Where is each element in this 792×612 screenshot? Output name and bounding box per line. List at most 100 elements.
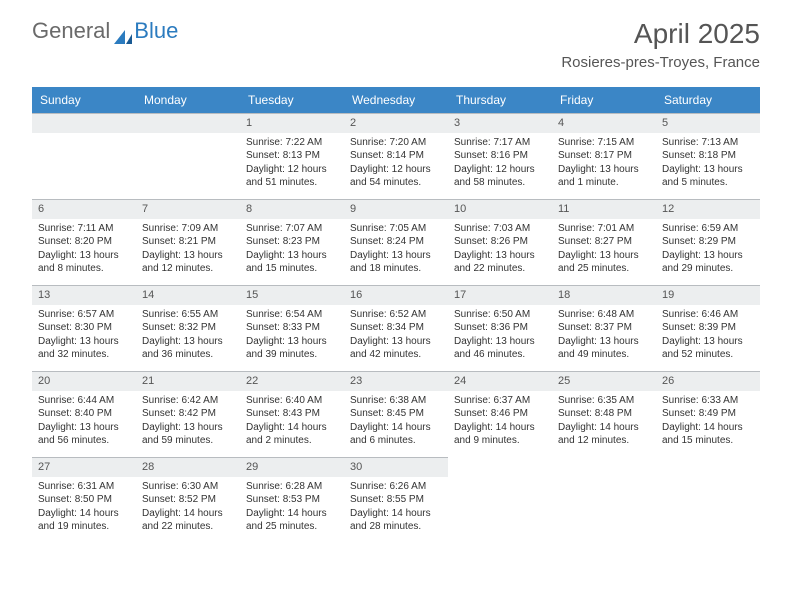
day-number: 16 — [344, 285, 448, 305]
sunrise-line: Sunrise: 7:09 AM — [142, 222, 234, 236]
day-cell: 13Sunrise: 6:57 AMSunset: 8:30 PMDayligh… — [32, 285, 136, 371]
logo-text-1: General — [32, 18, 110, 44]
sunset-line: Sunset: 8:43 PM — [246, 407, 338, 421]
daylight-line: Daylight: 13 hours and 59 minutes. — [142, 421, 234, 448]
sunset-line: Sunset: 8:53 PM — [246, 493, 338, 507]
day-body: Sunrise: 6:54 AMSunset: 8:33 PMDaylight:… — [240, 305, 344, 366]
day-cell: 27Sunrise: 6:31 AMSunset: 8:50 PMDayligh… — [32, 457, 136, 543]
title-block: April 2025 Rosieres-pres-Troyes, France — [561, 18, 760, 71]
month-title: April 2025 — [561, 18, 760, 50]
sunrise-line: Sunrise: 6:59 AM — [662, 222, 754, 236]
day-number: 3 — [448, 113, 552, 133]
day-cell: 18Sunrise: 6:48 AMSunset: 8:37 PMDayligh… — [552, 285, 656, 371]
header: General Blue April 2025 Rosieres-pres-Tr… — [0, 0, 792, 79]
day-number: 14 — [136, 285, 240, 305]
day-number: 27 — [32, 457, 136, 477]
day-cell: 4Sunrise: 7:15 AMSunset: 8:17 PMDaylight… — [552, 113, 656, 199]
daylight-line: Daylight: 12 hours and 51 minutes. — [246, 163, 338, 190]
empty-cell — [32, 113, 136, 199]
sunrise-line: Sunrise: 7:17 AM — [454, 136, 546, 150]
day-body: Sunrise: 7:13 AMSunset: 8:18 PMDaylight:… — [656, 133, 760, 194]
sunset-line: Sunset: 8:46 PM — [454, 407, 546, 421]
day-number: 22 — [240, 371, 344, 391]
day-body: Sunrise: 6:38 AMSunset: 8:45 PMDaylight:… — [344, 391, 448, 452]
logo: General Blue — [32, 18, 178, 44]
sunrise-line: Sunrise: 6:26 AM — [350, 480, 442, 494]
sunset-line: Sunset: 8:18 PM — [662, 149, 754, 163]
day-body: Sunrise: 6:46 AMSunset: 8:39 PMDaylight:… — [656, 305, 760, 366]
sunset-line: Sunset: 8:27 PM — [558, 235, 650, 249]
day-cell: 28Sunrise: 6:30 AMSunset: 8:52 PMDayligh… — [136, 457, 240, 543]
daylight-line: Daylight: 14 hours and 28 minutes. — [350, 507, 442, 534]
day-body: Sunrise: 7:09 AMSunset: 8:21 PMDaylight:… — [136, 219, 240, 280]
sunrise-line: Sunrise: 7:11 AM — [38, 222, 130, 236]
day-cell: 8Sunrise: 7:07 AMSunset: 8:23 PMDaylight… — [240, 199, 344, 285]
day-cell: 22Sunrise: 6:40 AMSunset: 8:43 PMDayligh… — [240, 371, 344, 457]
calendar-body: 1Sunrise: 7:22 AMSunset: 8:13 PMDaylight… — [32, 113, 760, 543]
daylight-line: Daylight: 13 hours and 52 minutes. — [662, 335, 754, 362]
sunset-line: Sunset: 8:23 PM — [246, 235, 338, 249]
day-cell: 1Sunrise: 7:22 AMSunset: 8:13 PMDaylight… — [240, 113, 344, 199]
daylight-line: Daylight: 13 hours and 25 minutes. — [558, 249, 650, 276]
sunrise-line: Sunrise: 7:07 AM — [246, 222, 338, 236]
day-cell: 24Sunrise: 6:37 AMSunset: 8:46 PMDayligh… — [448, 371, 552, 457]
weekday-row: SundayMondayTuesdayWednesdayThursdayFrid… — [32, 87, 760, 113]
daylight-line: Daylight: 14 hours and 9 minutes. — [454, 421, 546, 448]
sunrise-line: Sunrise: 6:33 AM — [662, 394, 754, 408]
day-number: 13 — [32, 285, 136, 305]
sunrise-line: Sunrise: 6:40 AM — [246, 394, 338, 408]
day-number: 18 — [552, 285, 656, 305]
daylight-line: Daylight: 13 hours and 36 minutes. — [142, 335, 234, 362]
empty-cell — [136, 113, 240, 199]
sunset-line: Sunset: 8:37 PM — [558, 321, 650, 335]
sunset-line: Sunset: 8:52 PM — [142, 493, 234, 507]
calendar-row: 13Sunrise: 6:57 AMSunset: 8:30 PMDayligh… — [32, 285, 760, 371]
day-body: Sunrise: 6:35 AMSunset: 8:48 PMDaylight:… — [552, 391, 656, 452]
daylight-line: Daylight: 13 hours and 39 minutes. — [246, 335, 338, 362]
daylight-line: Daylight: 13 hours and 32 minutes. — [38, 335, 130, 362]
day-number: 4 — [552, 113, 656, 133]
sunset-line: Sunset: 8:16 PM — [454, 149, 546, 163]
sunrise-line: Sunrise: 6:44 AM — [38, 394, 130, 408]
weekday-header: Friday — [552, 87, 656, 113]
day-number: 7 — [136, 199, 240, 219]
logo-text-2: Blue — [134, 18, 178, 44]
day-body: Sunrise: 7:15 AMSunset: 8:17 PMDaylight:… — [552, 133, 656, 194]
sunrise-line: Sunrise: 7:20 AM — [350, 136, 442, 150]
day-body: Sunrise: 6:42 AMSunset: 8:42 PMDaylight:… — [136, 391, 240, 452]
day-cell: 12Sunrise: 6:59 AMSunset: 8:29 PMDayligh… — [656, 199, 760, 285]
sunrise-line: Sunrise: 6:38 AM — [350, 394, 442, 408]
day-cell: 30Sunrise: 6:26 AMSunset: 8:55 PMDayligh… — [344, 457, 448, 543]
day-body: Sunrise: 6:57 AMSunset: 8:30 PMDaylight:… — [32, 305, 136, 366]
day-number: 28 — [136, 457, 240, 477]
weekday-header: Monday — [136, 87, 240, 113]
sunset-line: Sunset: 8:36 PM — [454, 321, 546, 335]
sunrise-line: Sunrise: 6:55 AM — [142, 308, 234, 322]
daylight-line: Daylight: 13 hours and 12 minutes. — [142, 249, 234, 276]
sunset-line: Sunset: 8:34 PM — [350, 321, 442, 335]
daylight-line: Daylight: 14 hours and 15 minutes. — [662, 421, 754, 448]
day-cell: 23Sunrise: 6:38 AMSunset: 8:45 PMDayligh… — [344, 371, 448, 457]
sunset-line: Sunset: 8:42 PM — [142, 407, 234, 421]
day-body: Sunrise: 6:55 AMSunset: 8:32 PMDaylight:… — [136, 305, 240, 366]
sunset-line: Sunset: 8:30 PM — [38, 321, 130, 335]
sunrise-line: Sunrise: 6:37 AM — [454, 394, 546, 408]
sunrise-line: Sunrise: 6:35 AM — [558, 394, 650, 408]
day-cell: 20Sunrise: 6:44 AMSunset: 8:40 PMDayligh… — [32, 371, 136, 457]
sunset-line: Sunset: 8:21 PM — [142, 235, 234, 249]
day-cell: 29Sunrise: 6:28 AMSunset: 8:53 PMDayligh… — [240, 457, 344, 543]
day-cell: 5Sunrise: 7:13 AMSunset: 8:18 PMDaylight… — [656, 113, 760, 199]
sunrise-line: Sunrise: 6:30 AM — [142, 480, 234, 494]
day-number: 25 — [552, 371, 656, 391]
sunset-line: Sunset: 8:26 PM — [454, 235, 546, 249]
day-body: Sunrise: 6:31 AMSunset: 8:50 PMDaylight:… — [32, 477, 136, 538]
weekday-header: Thursday — [448, 87, 552, 113]
sunset-line: Sunset: 8:40 PM — [38, 407, 130, 421]
day-body: Sunrise: 6:37 AMSunset: 8:46 PMDaylight:… — [448, 391, 552, 452]
day-number: 1 — [240, 113, 344, 133]
day-body: Sunrise: 7:20 AMSunset: 8:14 PMDaylight:… — [344, 133, 448, 194]
day-number: 19 — [656, 285, 760, 305]
day-cell: 15Sunrise: 6:54 AMSunset: 8:33 PMDayligh… — [240, 285, 344, 371]
day-number: 8 — [240, 199, 344, 219]
calendar-row: 27Sunrise: 6:31 AMSunset: 8:50 PMDayligh… — [32, 457, 760, 543]
